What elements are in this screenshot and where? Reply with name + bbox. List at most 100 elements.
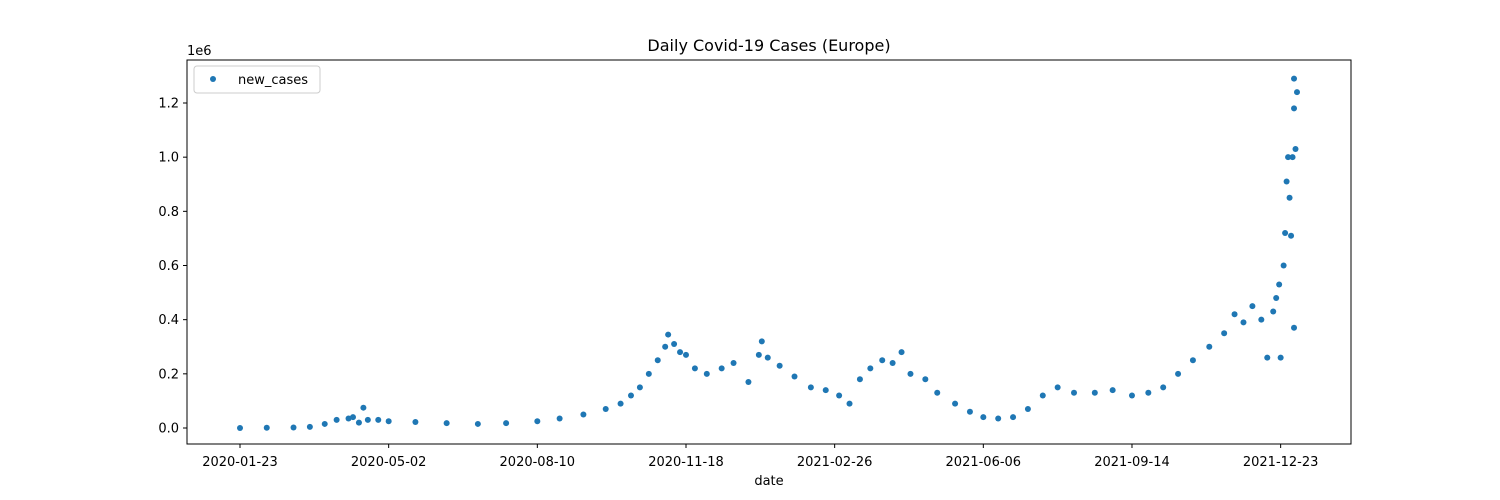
- data-point: [1288, 232, 1295, 239]
- data-point: [671, 341, 678, 348]
- data-point: [333, 416, 340, 423]
- data-point: [898, 349, 905, 356]
- x-tick-label: 2020-08-10: [500, 455, 576, 470]
- data-point: [617, 400, 624, 407]
- data-point: [385, 418, 392, 425]
- x-tick-label: 2020-01-23: [202, 455, 278, 470]
- data-point: [645, 370, 652, 377]
- data-point: [1258, 316, 1265, 323]
- data-point: [764, 354, 771, 361]
- data-point: [474, 420, 481, 427]
- data-point: [321, 420, 328, 427]
- data-point: [1010, 414, 1017, 421]
- data-point: [889, 360, 896, 366]
- data-point: [1270, 308, 1277, 315]
- data-point: [1145, 389, 1152, 396]
- data-point: [503, 420, 510, 427]
- data-point: [952, 400, 959, 407]
- data-point: [263, 424, 270, 431]
- data-point: [691, 365, 698, 372]
- data-point: [755, 351, 762, 358]
- legend-label: new_cases: [238, 73, 308, 88]
- x-axis: 2020-01-23 2020-05-02 2020-08-10 2020-11-18…: [202, 444, 1318, 470]
- data-point: [1277, 354, 1284, 361]
- plot-area: [186, 59, 1352, 445]
- data-point: [1189, 357, 1196, 364]
- y-tick-label: 1.2: [158, 97, 179, 112]
- data-point: [846, 400, 853, 407]
- x-tick-label: 2020-11-18: [648, 455, 724, 470]
- data-point: [1071, 389, 1078, 396]
- data-point: [1091, 389, 1098, 396]
- data-point: [1291, 324, 1298, 331]
- y-tick-label: 0.8: [158, 205, 179, 220]
- data-point: [662, 343, 669, 350]
- data-point: [718, 365, 725, 372]
- data-point: [1054, 384, 1061, 391]
- data-point: [1286, 194, 1293, 201]
- data-point: [1285, 154, 1292, 161]
- data-point: [1280, 262, 1287, 269]
- data-point: [375, 416, 382, 423]
- data-point: [1291, 105, 1298, 112]
- x-axis-label: date: [754, 474, 783, 489]
- data-point: [1291, 75, 1298, 82]
- legend: new_cases: [193, 65, 321, 94]
- data-point: [807, 384, 814, 391]
- y-tick-label: 0.4: [158, 313, 179, 328]
- data-point: [654, 357, 661, 364]
- data-point: [355, 419, 362, 426]
- data-point: [776, 362, 783, 369]
- y-tick-label: 0.6: [158, 259, 179, 274]
- data-point: [856, 376, 863, 383]
- data-point: [534, 418, 541, 425]
- data-point: [677, 349, 684, 356]
- y-tick-label: 0.2: [158, 367, 179, 382]
- data-point: [1039, 392, 1046, 399]
- data-point: [922, 376, 929, 383]
- data-point: [556, 415, 563, 422]
- data-point: [1231, 311, 1238, 318]
- data-point: [1273, 295, 1280, 301]
- data-point: [1024, 406, 1031, 413]
- data-point: [1292, 146, 1299, 153]
- chart-title: Daily Covid-19 Cases (Europe): [647, 36, 890, 55]
- data-point: [349, 414, 356, 421]
- data-point: [791, 373, 798, 380]
- data-point: [290, 424, 297, 431]
- data-point: [1109, 387, 1116, 394]
- plot-frame: [186, 59, 1352, 445]
- data-point: [1289, 154, 1296, 161]
- data-point: [1175, 370, 1182, 377]
- data-point: [360, 404, 367, 411]
- data-point: [980, 414, 987, 421]
- data-point: [682, 351, 689, 358]
- data-point: [867, 365, 874, 372]
- data-point: [934, 389, 941, 396]
- x-tick-label: 2021-09-14: [1094, 455, 1170, 470]
- data-point: [412, 419, 419, 426]
- data-point: [1221, 330, 1228, 337]
- data-point: [665, 331, 672, 338]
- legend-box: [193, 65, 321, 94]
- data-points: [237, 75, 1300, 431]
- data-point: [703, 370, 710, 377]
- data-point: [1240, 319, 1247, 326]
- data-point: [237, 425, 243, 431]
- data-point: [1283, 178, 1290, 185]
- data-point: [364, 416, 371, 423]
- data-point: [1294, 89, 1300, 96]
- data-point: [443, 420, 450, 427]
- data-point: [306, 423, 313, 430]
- data-point: [879, 357, 886, 364]
- data-point: [758, 338, 765, 345]
- legend-marker: [210, 76, 216, 82]
- data-point: [1160, 384, 1167, 391]
- data-point: [602, 406, 609, 413]
- data-point: [730, 360, 737, 366]
- x-tick-label: 2021-06-06: [946, 455, 1022, 470]
- data-point: [1128, 392, 1135, 399]
- data-point: [836, 392, 843, 399]
- y-axis: 0.0 0.2 0.4 0.6 0.8 1.0 1.2: [158, 97, 187, 437]
